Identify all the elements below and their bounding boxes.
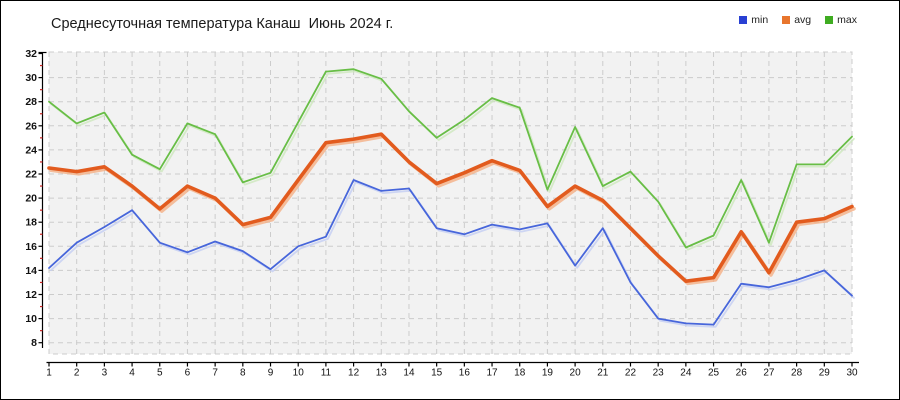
x-tick-label: 23 <box>653 368 665 379</box>
series-max <box>48 68 855 251</box>
x-tick-label: 28 <box>791 368 803 379</box>
legend-swatch-icon <box>825 16 834 24</box>
x-tick-label: 24 <box>680 368 692 379</box>
y-tick-label: 30 <box>25 72 37 84</box>
legend-label: min <box>751 14 769 26</box>
y-axis: 32 30 28 26 24 22 20 18 16 14 12 10 8 <box>25 48 47 349</box>
x-tick-label: 13 <box>376 368 388 379</box>
series-min <box>48 179 855 328</box>
y-tick-label: 22 <box>25 169 37 181</box>
x-tick-label: 9 <box>268 368 274 379</box>
legend-label: avg <box>794 14 812 26</box>
y-tick-label: 10 <box>25 313 37 325</box>
series-min-shadow <box>50 181 855 328</box>
y-tick-label: 18 <box>25 217 37 229</box>
legend-swatch-icon <box>782 16 791 24</box>
y-tick-label: 28 <box>25 96 37 108</box>
plot-panel <box>48 51 853 355</box>
legend-item-avg: avg <box>782 14 811 26</box>
y-tick-label: 14 <box>25 265 37 277</box>
series-min-line <box>48 179 853 326</box>
legend-swatch-icon <box>739 16 748 24</box>
y-tick-label: 24 <box>25 144 37 156</box>
x-tick-label: 29 <box>819 368 831 379</box>
series-avg <box>47 132 856 286</box>
x-tick-label: 8 <box>240 368 246 379</box>
x-tick-label: 22 <box>625 368 637 379</box>
x-tick-label: 21 <box>597 368 609 379</box>
x-tick-label: 17 <box>486 368 498 379</box>
series-max-shadow <box>50 70 855 251</box>
x-tick-label: 7 <box>212 368 218 379</box>
legend-item-min: min <box>739 14 768 26</box>
plot-background <box>49 52 852 354</box>
x-tick-label: 1 <box>46 368 52 379</box>
series-avg-line <box>47 132 854 284</box>
x-tick-label: 26 <box>736 368 748 379</box>
x-tick-label: 6 <box>185 368 191 379</box>
x-tick-label: 25 <box>708 368 720 379</box>
x-tick-label: 3 <box>102 368 108 379</box>
series-max-line <box>48 68 853 249</box>
x-axis: 1 2 3 4 5 6 7 8 9 10 11 12 13 14 15 16 17 18 19 20 21 22 23 24 2… <box>46 361 859 379</box>
x-tick-label: 30 <box>846 368 858 379</box>
legend: min avg max <box>739 14 857 26</box>
x-tick-label: 18 <box>514 368 526 379</box>
y-tick-label: 16 <box>25 241 37 253</box>
plot-border <box>48 51 853 355</box>
y-tick-label: 32 <box>25 48 37 60</box>
x-tick-label: 2 <box>74 368 80 379</box>
y-tick-label: 26 <box>25 120 37 132</box>
x-tick-label: 5 <box>157 368 163 379</box>
x-tick-label: 12 <box>348 368 360 379</box>
legend-item-max: max <box>825 14 857 26</box>
x-tick-label: 16 <box>459 368 471 379</box>
y-tick-label: 20 <box>25 193 37 205</box>
x-tick-label: 15 <box>431 368 443 379</box>
x-tick-label: 27 <box>763 368 775 379</box>
x-tick-label: 19 <box>542 368 554 379</box>
x-tick-label: 10 <box>293 368 305 379</box>
x-tick-label: 11 <box>321 368 332 379</box>
y-tick-label: 8 <box>31 337 37 349</box>
x-tick-label: 20 <box>570 368 582 379</box>
series-avg-shadow <box>49 134 856 286</box>
legend-label: max <box>837 14 857 26</box>
x-tick-label: 4 <box>129 368 135 379</box>
chart-title: Среднесуточная температура Канаш Июнь 20… <box>51 16 394 32</box>
y-tick-label: 12 <box>25 289 37 301</box>
x-tick-label: 14 <box>403 368 415 379</box>
